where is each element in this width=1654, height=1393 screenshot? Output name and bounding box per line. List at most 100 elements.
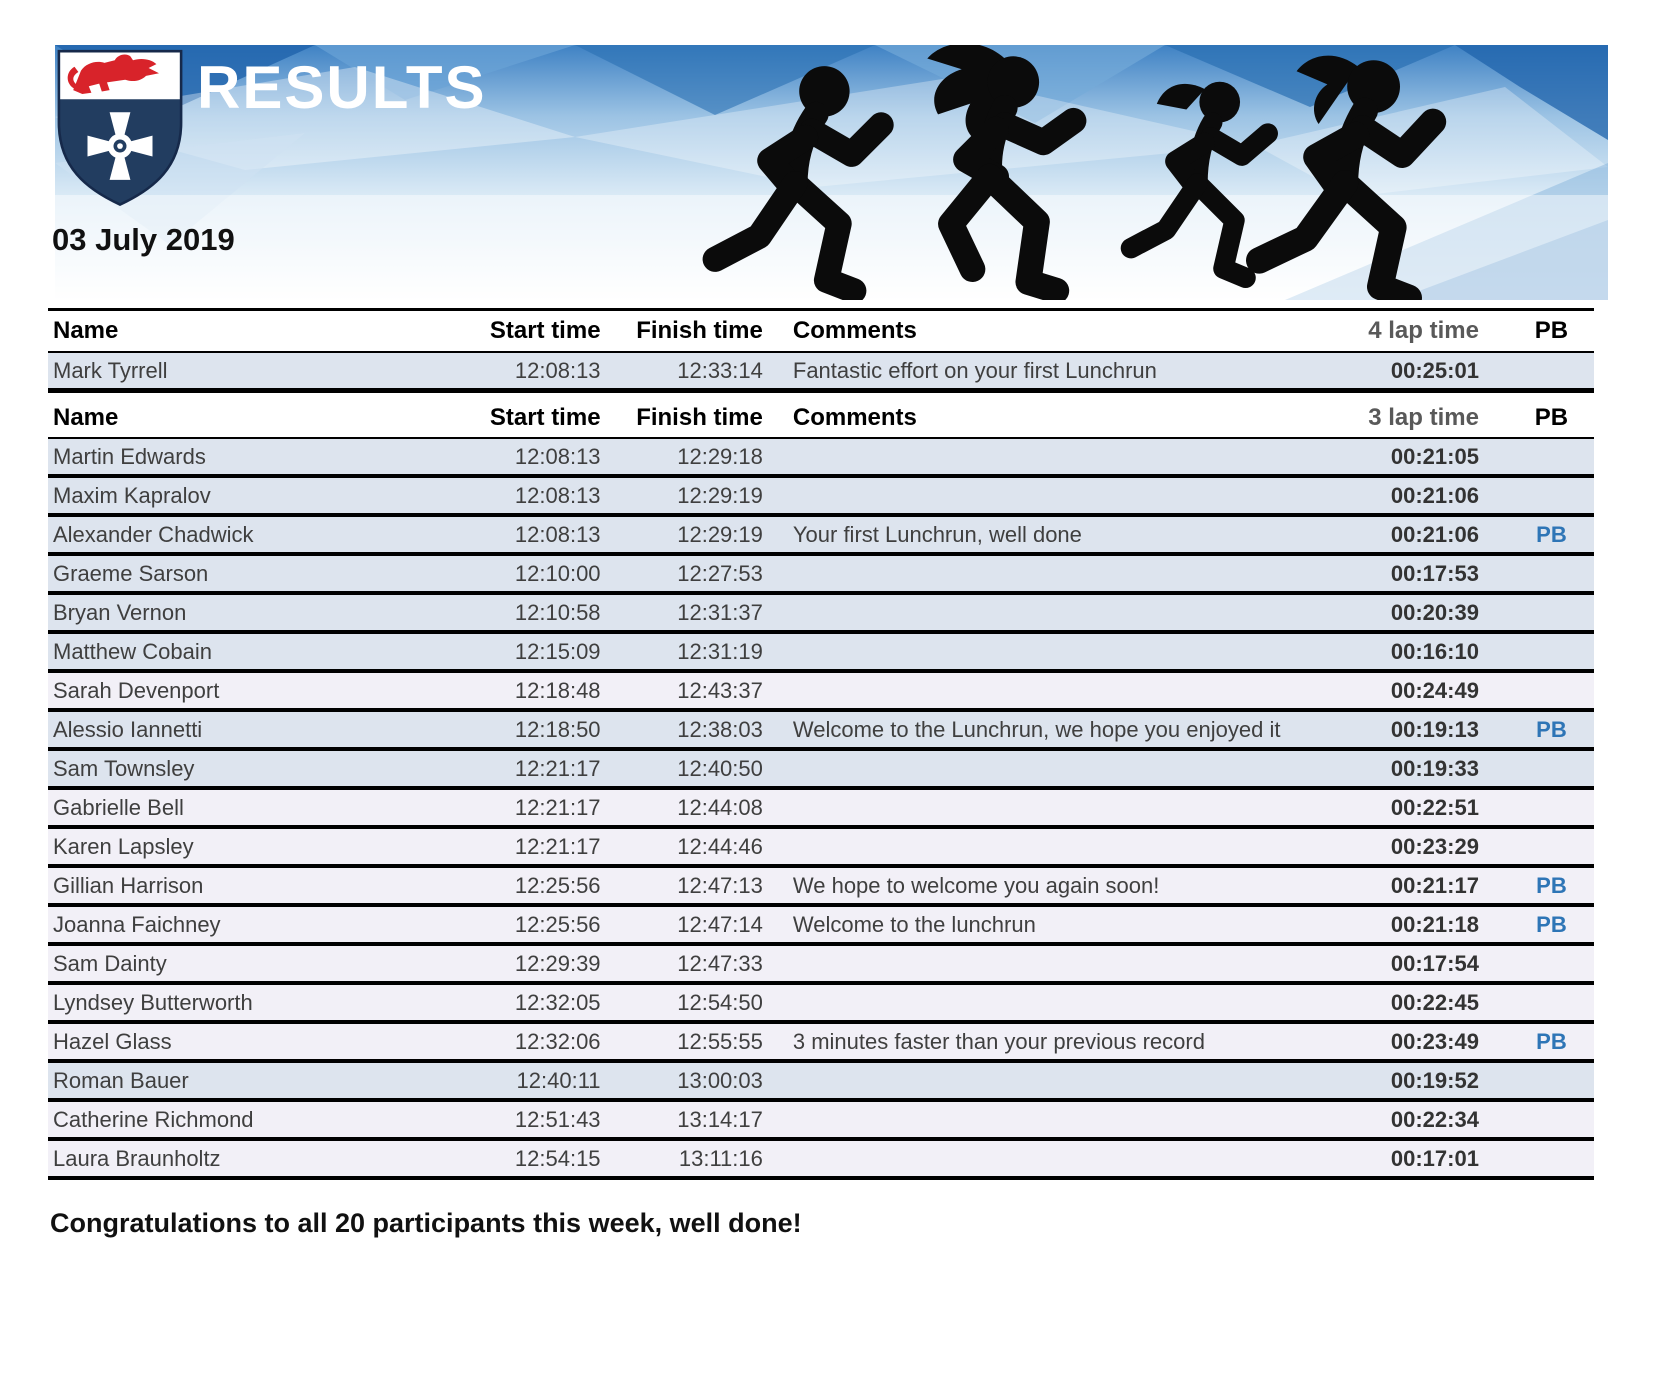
lap-time: 00:20:39 bbox=[1390, 600, 1479, 625]
table-row: Maxim Kapralov 12:08:13 12:29:19 00:21:0… bbox=[48, 478, 1594, 517]
finish-time: 12:43:37 bbox=[677, 678, 763, 703]
start-time: 12:29:39 bbox=[514, 951, 601, 976]
lap-time: 00:22:51 bbox=[1390, 795, 1479, 820]
runner-name: Martin Edwards bbox=[53, 444, 206, 469]
table-row: Matthew Cobain 12:15:09 12:31:19 00:16:1… bbox=[48, 634, 1594, 673]
finish-time: 12:33:14 bbox=[677, 358, 763, 383]
start-time: 12:08:13 bbox=[514, 522, 601, 547]
lap-time: 00:19:52 bbox=[1390, 1068, 1479, 1093]
finish-time: 13:00:03 bbox=[677, 1068, 763, 1093]
table-row: Lyndsey Butterworth 12:32:05 12:54:50 00… bbox=[48, 985, 1594, 1024]
pb-badge bbox=[1509, 556, 1594, 591]
finish-time: 12:47:33 bbox=[677, 951, 763, 976]
pb-badge: PB bbox=[1536, 717, 1567, 742]
pb-badge: PB bbox=[1536, 873, 1567, 898]
table-row: Roman Bauer 12:40:11 13:00:03 00:19:52 bbox=[48, 1063, 1594, 1102]
lap-time: 00:21:05 bbox=[1390, 444, 1479, 469]
runner-name: Sam Dainty bbox=[53, 951, 167, 976]
pb-badge bbox=[1509, 673, 1594, 708]
pb-badge bbox=[1509, 985, 1594, 1020]
start-time: 12:25:56 bbox=[514, 873, 601, 898]
comment bbox=[767, 946, 1285, 981]
female-runner-icon bbox=[1120, 81, 1278, 288]
finish-time: 12:40:50 bbox=[677, 756, 763, 781]
finish-time: 12:27:53 bbox=[677, 561, 763, 586]
female-runner-icon bbox=[1246, 55, 1447, 300]
table-row: Sam Townsley 12:21:17 12:40:50 00:19:33 bbox=[48, 751, 1594, 790]
page-title: RESULTS bbox=[197, 54, 487, 121]
comment: Welcome to the Lunchrun, we hope you enj… bbox=[792, 717, 1281, 742]
comment: We hope to welcome you again soon! bbox=[792, 873, 1160, 898]
comment bbox=[767, 1063, 1285, 1098]
lap-time: 00:19:33 bbox=[1390, 756, 1479, 781]
col-header-finish: Finish time bbox=[636, 317, 763, 344]
female-runner-icon bbox=[927, 45, 1087, 300]
pb-badge: PB bbox=[1536, 1029, 1567, 1054]
lap-time: 00:25:01 bbox=[1390, 358, 1479, 383]
pb-badge bbox=[1509, 751, 1594, 786]
comment bbox=[767, 829, 1285, 864]
start-time: 12:21:17 bbox=[514, 795, 601, 820]
runner-name: Roman Bauer bbox=[53, 1068, 189, 1093]
rows-3lap: Martin Edwards 12:08:13 12:29:18 00:21:0… bbox=[48, 439, 1594, 1180]
runner-name: Hazel Glass bbox=[53, 1029, 172, 1054]
table-row: Laura Braunholtz 12:54:15 13:11:16 00:17… bbox=[48, 1141, 1594, 1180]
table-section-3lap: Name Start time Finish time Comments 3 l… bbox=[48, 393, 1594, 1180]
start-time: 12:10:00 bbox=[514, 561, 601, 586]
table-row: Alexander Chadwick 12:08:13 12:29:19 You… bbox=[48, 517, 1594, 556]
university-crest-icon bbox=[55, 45, 185, 212]
col-header-start: Start time bbox=[489, 317, 601, 344]
finish-time: 13:14:17 bbox=[677, 1107, 763, 1132]
lap-time: 00:22:34 bbox=[1390, 1107, 1479, 1132]
pb-badge bbox=[1509, 946, 1594, 981]
col-header-name: Name bbox=[53, 404, 119, 431]
col-header-laptime: 3 lap time bbox=[1368, 404, 1479, 431]
pb-badge bbox=[1509, 790, 1594, 825]
table-row: Alessio Iannetti 12:18:50 12:38:03 Welco… bbox=[48, 712, 1594, 751]
start-time: 12:08:13 bbox=[514, 444, 601, 469]
lap-time: 00:16:10 bbox=[1390, 639, 1479, 664]
comment: 3 minutes faster than your previous reco… bbox=[792, 1029, 1205, 1054]
start-time: 12:51:43 bbox=[514, 1107, 601, 1132]
col-header-finish: Finish time bbox=[636, 404, 763, 431]
table-row: Graeme Sarson 12:10:00 12:27:53 00:17:53 bbox=[48, 556, 1594, 595]
start-time: 12:25:56 bbox=[514, 912, 601, 937]
table-section-4lap: Name Start time Finish time Comments 4 l… bbox=[48, 308, 1594, 393]
header-banner: RESULTS bbox=[55, 45, 1608, 300]
table-row: Catherine Richmond 12:51:43 13:14:17 00:… bbox=[48, 1102, 1594, 1141]
finish-time: 12:54:50 bbox=[677, 990, 763, 1015]
finish-time: 12:29:18 bbox=[677, 444, 763, 469]
comment bbox=[767, 595, 1285, 630]
congratulations-message: Congratulations to all 20 participants t… bbox=[50, 1208, 802, 1238]
runner-name: Matthew Cobain bbox=[53, 639, 212, 664]
cross-icon bbox=[87, 112, 153, 180]
comment bbox=[767, 1102, 1285, 1137]
pb-badge bbox=[1509, 439, 1594, 474]
start-time: 12:54:15 bbox=[514, 1146, 601, 1171]
finish-time: 12:55:55 bbox=[677, 1029, 763, 1054]
start-time: 12:32:05 bbox=[514, 990, 601, 1015]
pb-badge bbox=[1509, 1141, 1594, 1176]
runner-name: Sam Townsley bbox=[53, 756, 195, 781]
comment bbox=[767, 439, 1285, 474]
finish-time: 12:44:08 bbox=[677, 795, 763, 820]
start-time: 12:21:17 bbox=[514, 834, 601, 859]
pb-badge: PB bbox=[1536, 522, 1567, 547]
event-date: 03 July 2019 bbox=[52, 222, 235, 257]
table-row: Joanna Faichney 12:25:56 12:47:14 Welcom… bbox=[48, 907, 1594, 946]
pb-badge bbox=[1509, 634, 1594, 669]
pb-badge bbox=[1509, 595, 1594, 630]
lion-icon bbox=[67, 54, 159, 95]
table-row: Gillian Harrison 12:25:56 12:47:13 We ho… bbox=[48, 868, 1594, 907]
pb-badge bbox=[1509, 1102, 1594, 1137]
table-row: Mark Tyrrell 12:08:13 12:33:14 Fantastic… bbox=[48, 353, 1594, 393]
start-time: 12:32:06 bbox=[514, 1029, 601, 1054]
lap-time: 00:21:06 bbox=[1390, 522, 1479, 547]
runner-name: Gabrielle Bell bbox=[53, 795, 184, 820]
runner-name: Karen Lapsley bbox=[53, 834, 194, 859]
finish-time: 12:44:46 bbox=[677, 834, 763, 859]
runner-name: Mark Tyrrell bbox=[53, 358, 168, 383]
finish-time: 12:29:19 bbox=[677, 522, 763, 547]
lap-time: 00:21:18 bbox=[1390, 912, 1479, 937]
